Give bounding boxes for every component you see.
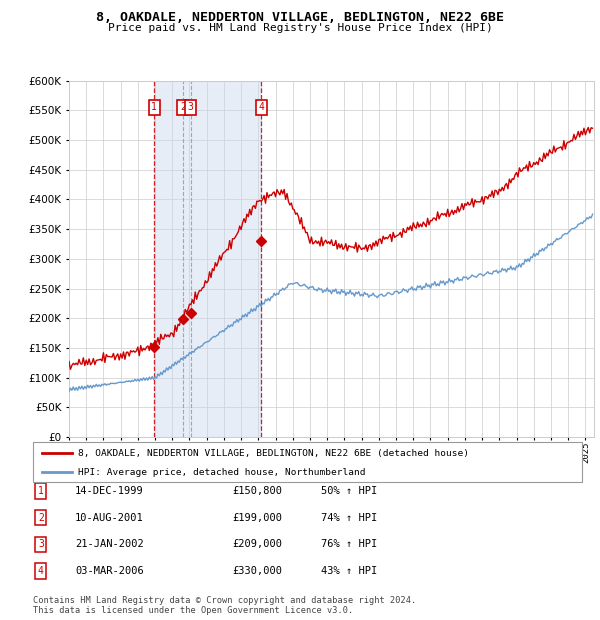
Text: Price paid vs. HM Land Registry's House Price Index (HPI): Price paid vs. HM Land Registry's House … xyxy=(107,23,493,33)
Text: 14-DEC-1999: 14-DEC-1999 xyxy=(75,486,144,496)
Text: 3: 3 xyxy=(38,539,44,549)
Text: £199,000: £199,000 xyxy=(232,513,282,523)
Text: 50% ↑ HPI: 50% ↑ HPI xyxy=(321,486,377,496)
Text: £209,000: £209,000 xyxy=(232,539,282,549)
Text: 10-AUG-2001: 10-AUG-2001 xyxy=(75,513,144,523)
Text: 03-MAR-2006: 03-MAR-2006 xyxy=(75,566,144,576)
Text: 43% ↑ HPI: 43% ↑ HPI xyxy=(321,566,377,576)
Text: HPI: Average price, detached house, Northumberland: HPI: Average price, detached house, Nort… xyxy=(78,467,365,477)
Text: 1: 1 xyxy=(151,102,157,112)
Text: 76% ↑ HPI: 76% ↑ HPI xyxy=(321,539,377,549)
Text: 1: 1 xyxy=(38,486,44,496)
Bar xyxy=(154,81,261,437)
Text: 8, OAKDALE, NEDDERTON VILLAGE, BEDLINGTON, NE22 6BE (detached house): 8, OAKDALE, NEDDERTON VILLAGE, BEDLINGTO… xyxy=(78,449,469,458)
Text: 3: 3 xyxy=(188,102,193,112)
Text: 74% ↑ HPI: 74% ↑ HPI xyxy=(321,513,377,523)
Text: £330,000: £330,000 xyxy=(232,566,282,576)
Text: 2: 2 xyxy=(180,102,186,112)
Text: 4: 4 xyxy=(38,566,44,576)
Text: 4: 4 xyxy=(259,102,264,112)
Text: 8, OAKDALE, NEDDERTON VILLAGE, BEDLINGTON, NE22 6BE: 8, OAKDALE, NEDDERTON VILLAGE, BEDLINGTO… xyxy=(96,11,504,24)
Text: 2: 2 xyxy=(38,513,44,523)
Text: 21-JAN-2002: 21-JAN-2002 xyxy=(75,539,144,549)
Text: £150,800: £150,800 xyxy=(232,486,282,496)
Text: Contains HM Land Registry data © Crown copyright and database right 2024.
This d: Contains HM Land Registry data © Crown c… xyxy=(33,596,416,615)
